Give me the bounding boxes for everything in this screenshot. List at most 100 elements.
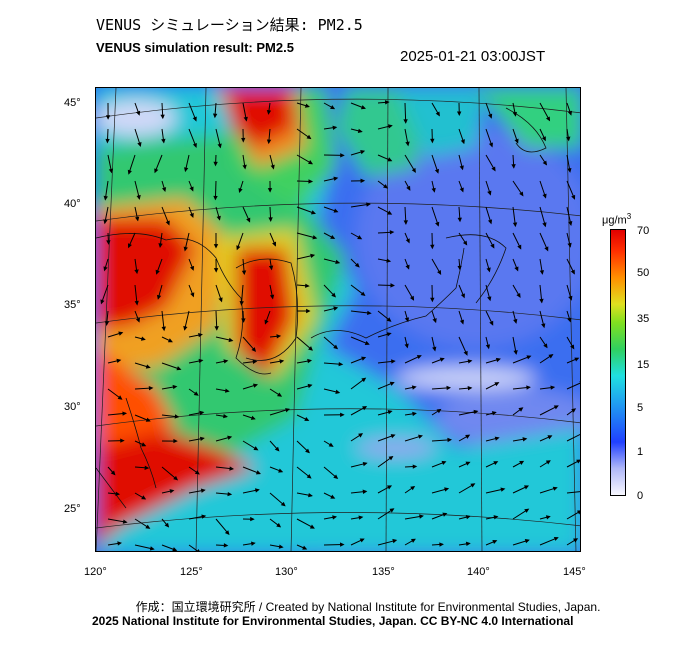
wind-arrow-head <box>386 485 393 490</box>
wind-arrow-head <box>338 361 344 367</box>
wind-arrow-head <box>405 264 410 270</box>
wind-arrow-head <box>213 244 219 249</box>
wind-arrow-head <box>333 344 339 350</box>
wind-arrow-head <box>229 466 235 471</box>
wind-arrow-head <box>522 437 528 442</box>
wind-arrow-head <box>223 414 228 419</box>
wind-arrow-head <box>439 357 445 362</box>
wind-arrow-head <box>488 142 493 148</box>
wind-arrow-head <box>360 291 366 296</box>
wind-arrow-head <box>158 243 163 248</box>
lon-label-130: 130° <box>275 566 298 578</box>
lat-label-40: 40° <box>64 198 81 210</box>
wind-arrow-head <box>541 136 546 142</box>
wind-arrow-head <box>542 193 547 199</box>
wind-arrow-head <box>192 116 197 122</box>
wind-arrow-head <box>545 460 551 465</box>
wind-arrow-head <box>217 143 222 149</box>
wind-arrow-head <box>366 202 371 207</box>
wind-arrow-head <box>489 320 494 326</box>
wind-arrow-head <box>364 340 370 345</box>
wind-arrow-head <box>550 385 556 390</box>
wind-arrow-head <box>545 515 551 520</box>
wind-arrow-head <box>459 187 464 193</box>
wind-arrow-head <box>266 139 272 145</box>
wind-arrow-head <box>252 383 259 388</box>
wind-arrow-head <box>432 346 437 352</box>
pm25-concentration-field <box>96 88 580 551</box>
wind-arrow-head <box>268 265 274 271</box>
wind-arrow-head <box>333 474 339 480</box>
wind-arrow-head <box>524 538 530 544</box>
wind-arrow-head <box>511 164 516 169</box>
wind-arrow-head <box>403 119 408 124</box>
wind-arrow-head <box>330 494 336 499</box>
wind-arrow-head <box>492 539 498 545</box>
colorbar-label-15: 15 <box>637 359 650 371</box>
wind-arrow-head <box>148 386 154 391</box>
wind-arrow-head <box>389 230 395 235</box>
wind-arrow-head <box>403 220 408 225</box>
wind-arrow-head <box>493 515 499 520</box>
wind-arrow-head <box>552 486 558 491</box>
wind-arrow-head <box>117 541 123 546</box>
credit-text: 作成：国立環境研究所 / Created by National Institu… <box>135 600 601 614</box>
wind-arrow-head <box>392 538 398 544</box>
wind-arrow-head <box>141 442 147 447</box>
wind-arrow-head <box>389 508 395 513</box>
wind-arrow-head <box>306 308 311 314</box>
wind-arrow-head <box>172 547 178 551</box>
wind-arrow-head <box>465 515 471 520</box>
wind-arrow-head <box>512 222 518 228</box>
wind-arrow-head <box>307 358 313 364</box>
wind-arrow-head <box>305 283 310 288</box>
title-japanese: VENUS シミュレーション結果: PM2.5 <box>96 16 363 34</box>
wind-arrow-head <box>105 138 110 144</box>
wind-arrow-head <box>335 389 341 394</box>
wind-arrow-head <box>308 160 314 165</box>
wind-arrow-head <box>161 187 167 193</box>
wind-arrow-head <box>198 358 204 364</box>
wind-arrow-head <box>465 434 471 439</box>
wind-arrow-head <box>304 103 310 108</box>
wind-arrow-head <box>212 113 218 119</box>
wind-arrow-head <box>517 244 522 250</box>
wind-arrow-head <box>197 549 200 551</box>
wind-arrow-head <box>432 318 437 324</box>
wind-arrow-head <box>518 407 524 412</box>
wind-arrow-head <box>135 317 140 323</box>
wind-arrow-head <box>473 409 479 415</box>
wind-arrow-head <box>216 215 221 221</box>
wind-arrow-head <box>493 461 499 466</box>
wind-arrow-head <box>331 292 336 298</box>
wind-arrow-head <box>387 157 393 162</box>
wind-arrow-head <box>246 217 251 223</box>
wind-arrow-head <box>105 115 111 120</box>
wind-arrow-head <box>465 541 471 547</box>
wind-arrow-head <box>568 295 573 301</box>
wind-arrow-head <box>335 259 341 265</box>
wind-arrow-head <box>430 297 435 303</box>
wind-arrow-head <box>333 176 339 181</box>
wind-arrow-head <box>267 188 273 193</box>
wind-arrow-head <box>389 381 395 386</box>
lon-label-145: 145° <box>563 566 586 578</box>
wind-arrow-head <box>306 474 312 479</box>
wind-arrow-head <box>238 187 243 194</box>
wind-arrow-head <box>419 514 424 519</box>
lat-label-25: 25° <box>64 503 81 515</box>
wind-arrow-head <box>250 415 256 420</box>
wind-arrow-head <box>280 501 286 507</box>
wind-arrow-head <box>405 141 410 147</box>
wind-arrow-head <box>137 141 142 147</box>
wind-arrow-shaft <box>188 544 199 551</box>
wind-arrow-head <box>144 465 150 470</box>
title-english: VENUS simulation result: PM2.5 <box>96 40 294 55</box>
wind-arrow-head <box>524 485 530 490</box>
wind-arrow-head <box>167 338 173 343</box>
wind-arrow-head <box>542 160 548 166</box>
wind-arrow-head <box>512 111 517 117</box>
wind-arrow-head <box>103 195 108 201</box>
wind-arrow-head <box>442 512 448 517</box>
wind-arrow-head <box>411 385 417 390</box>
